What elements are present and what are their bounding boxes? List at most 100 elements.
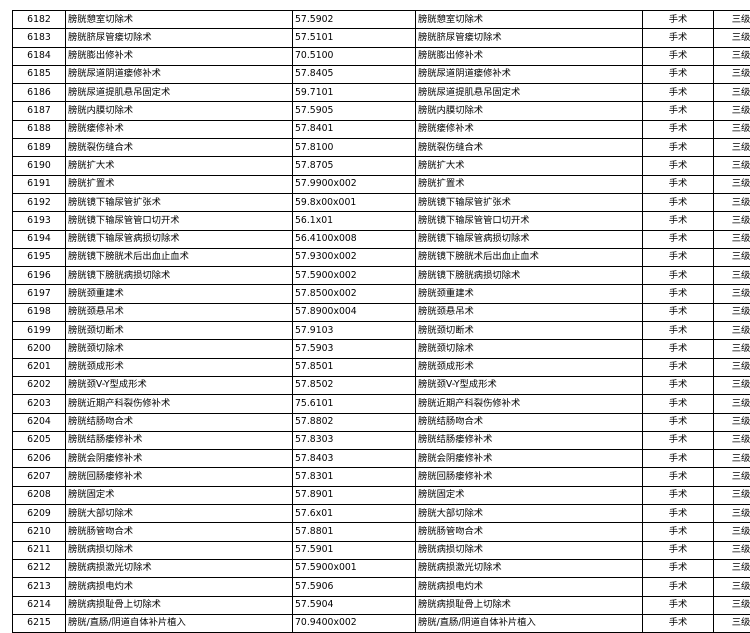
- cell-number: 57.5901: [293, 541, 416, 559]
- cell-number: 57.8900x004: [293, 303, 416, 321]
- cell-code: 6198: [13, 303, 66, 321]
- cell-name-alt: 膀胱瘘修补术: [416, 120, 643, 138]
- cell-number: 57.8403: [293, 450, 416, 468]
- cell-type: 手术: [643, 559, 714, 577]
- cell-level: 三级: [714, 193, 750, 211]
- cell-name: 膀胱颈悬吊术: [66, 303, 293, 321]
- cell-name-alt: 膀胱扩置术: [416, 175, 643, 193]
- cell-number: 57.8401: [293, 120, 416, 138]
- cell-code: 6209: [13, 505, 66, 523]
- cell-type: 手术: [643, 248, 714, 266]
- cell-code: 6212: [13, 559, 66, 577]
- cell-type: 手术: [643, 267, 714, 285]
- cell-number: 57.9300x002: [293, 248, 416, 266]
- cell-name-alt: 膀胱/直肠/阴道自体补片植入: [416, 614, 643, 632]
- cell-name: 膀胱病损激光切除术: [66, 559, 293, 577]
- cell-type: 手术: [643, 47, 714, 65]
- cell-level: 三级: [714, 29, 750, 47]
- cell-number: 75.6101: [293, 395, 416, 413]
- cell-level: 三级: [714, 340, 750, 358]
- cell-name: 膀胱镜下膀胱病损切除术: [66, 267, 293, 285]
- cell-code: 6195: [13, 248, 66, 266]
- cell-code: 6196: [13, 267, 66, 285]
- cell-code: 6194: [13, 230, 66, 248]
- cell-level: 三级: [714, 212, 750, 230]
- cell-type: 手术: [643, 376, 714, 394]
- cell-type: 手术: [643, 340, 714, 358]
- cell-code: 6197: [13, 285, 66, 303]
- cell-level: 三级: [714, 376, 750, 394]
- cell-name: 膀胱镜下输尿管扩张术: [66, 193, 293, 211]
- cell-type: 手术: [643, 578, 714, 596]
- cell-number: 57.8100: [293, 139, 416, 157]
- cell-type: 手术: [643, 175, 714, 193]
- cell-name: 膀胱脐尿管瘘切除术: [66, 29, 293, 47]
- cell-level: 三级: [714, 468, 750, 486]
- cell-type: 手术: [643, 322, 714, 340]
- cell-level: 三级: [714, 139, 750, 157]
- cell-level: 三级: [714, 596, 750, 614]
- cell-name-alt: 膀胱镜下膀胱术后出血止血术: [416, 248, 643, 266]
- cell-code: 6192: [13, 193, 66, 211]
- cell-code: 6203: [13, 395, 66, 413]
- cell-type: 手术: [643, 541, 714, 559]
- cell-name-alt: 膀胱镜下输尿管病损切除术: [416, 230, 643, 248]
- cell-type: 手术: [643, 139, 714, 157]
- cell-number: 70.5100: [293, 47, 416, 65]
- cell-type: 手术: [643, 450, 714, 468]
- cell-name: 膀胱颈成形术: [66, 358, 293, 376]
- cell-number: 57.5900x001: [293, 559, 416, 577]
- cell-level: 三级: [714, 450, 750, 468]
- cell-type: 手术: [643, 65, 714, 83]
- cell-number: 57.5904: [293, 596, 416, 614]
- cell-level: 三级: [714, 230, 750, 248]
- cell-number: 59.7101: [293, 84, 416, 102]
- cell-type: 手术: [643, 285, 714, 303]
- cell-name: 膀胱镜下输尿管管口切开术: [66, 212, 293, 230]
- cell-code: 6200: [13, 340, 66, 358]
- cell-type: 手术: [643, 486, 714, 504]
- cell-type: 手术: [643, 596, 714, 614]
- cell-level: 三级: [714, 248, 750, 266]
- cell-number: 56.4100x008: [293, 230, 416, 248]
- cell-name: 膀胱尿道提肌悬吊固定术: [66, 84, 293, 102]
- cell-name-alt: 膀胱结肠吻合术: [416, 413, 643, 431]
- cell-code: 6215: [13, 614, 66, 632]
- cell-number: 57.8705: [293, 157, 416, 175]
- cell-name: 膀胱近期产科裂伤修补术: [66, 395, 293, 413]
- cell-name-alt: 膀胱尿道阴道瘘修补术: [416, 65, 643, 83]
- cell-code: 6191: [13, 175, 66, 193]
- cell-level: 三级: [714, 395, 750, 413]
- cell-name: 膀胱镜下输尿管病损切除术: [66, 230, 293, 248]
- cell-name: 膀胱尿道阴道瘘修补术: [66, 65, 293, 83]
- cell-level: 三级: [714, 413, 750, 431]
- cell-code: 6202: [13, 376, 66, 394]
- cell-name-alt: 膀胱回肠瘘修补术: [416, 468, 643, 486]
- cell-type: 手术: [643, 212, 714, 230]
- cell-number: 57.8501: [293, 358, 416, 376]
- cell-level: 三级: [714, 541, 750, 559]
- cell-name: 膀胱回肠瘘修补术: [66, 468, 293, 486]
- cell-name-alt: 膀胱病损电灼术: [416, 578, 643, 596]
- cell-type: 手术: [643, 413, 714, 431]
- cell-level: 三级: [714, 523, 750, 541]
- cell-type: 手术: [643, 84, 714, 102]
